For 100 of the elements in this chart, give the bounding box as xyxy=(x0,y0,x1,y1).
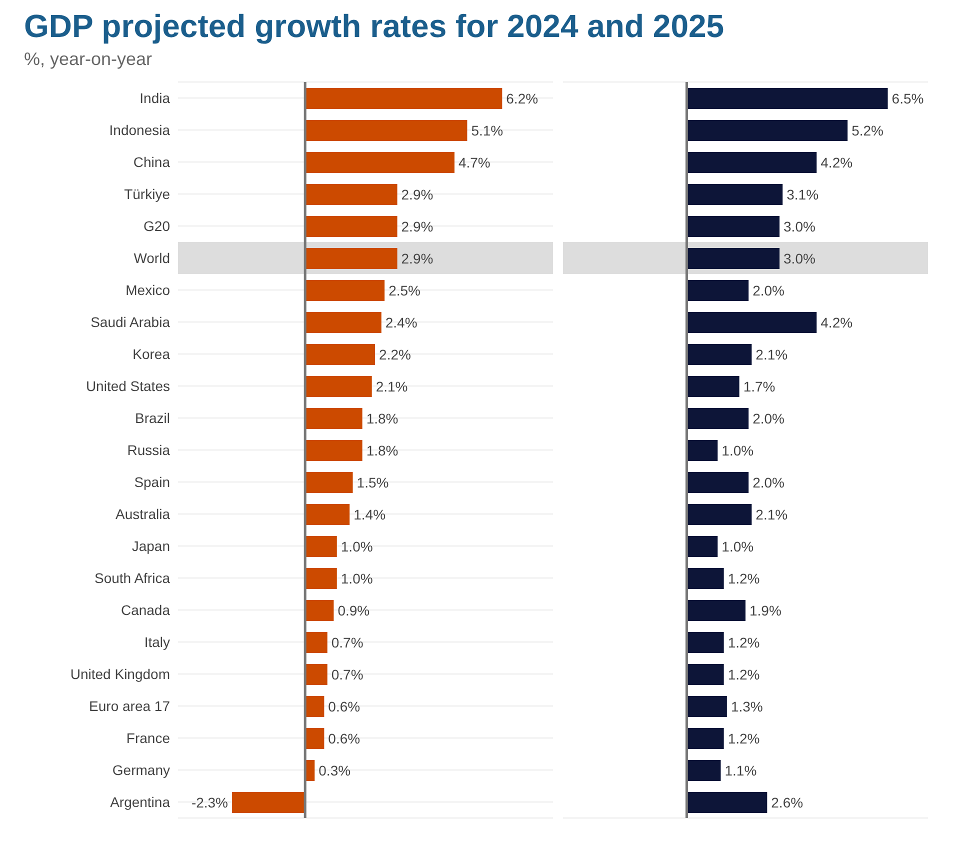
data-label: 1.2% xyxy=(728,570,760,586)
data-label: 2.9% xyxy=(401,250,434,266)
y-tick-label: United Kingdom xyxy=(70,666,170,682)
bar xyxy=(686,472,749,493)
data-label: 1.8% xyxy=(366,442,398,458)
bar xyxy=(686,152,817,173)
y-tick-label: Mexico xyxy=(126,282,170,298)
y-tick-label: Euro area 17 xyxy=(89,698,170,714)
y-tick-label: Argentina xyxy=(110,794,170,810)
data-label: 4.2% xyxy=(820,154,853,170)
data-label: 1.4% xyxy=(354,506,386,522)
chart-subtitle: %, year-on-year xyxy=(24,49,154,70)
data-label: 2.1% xyxy=(376,378,408,394)
data-label: 3.1% xyxy=(786,186,819,202)
bar xyxy=(305,280,385,301)
data-label: 2.4% xyxy=(385,314,418,330)
bar xyxy=(305,728,324,749)
bar xyxy=(305,440,362,461)
bar xyxy=(305,632,328,653)
data-label: 0.7% xyxy=(331,634,364,650)
data-label: 4.2% xyxy=(820,314,853,330)
data-label: 1.0% xyxy=(722,442,754,458)
data-label: 0.3% xyxy=(318,762,351,778)
data-label: 1.5% xyxy=(356,474,389,490)
data-label: 1.7% xyxy=(743,378,776,394)
bar xyxy=(686,600,746,621)
bar xyxy=(305,696,324,717)
data-label: 0.9% xyxy=(338,602,370,618)
bar xyxy=(686,184,783,205)
bar xyxy=(305,184,398,205)
y-tick-label: World xyxy=(134,250,170,266)
y-tick-label: Italy xyxy=(144,634,170,650)
y-tick-label: Türkiye xyxy=(124,186,170,202)
y-tick-label: South Africa xyxy=(94,570,170,586)
data-label: 3.0% xyxy=(784,250,816,266)
bar xyxy=(305,312,382,333)
bar xyxy=(686,792,768,813)
y-tick-label: Japan xyxy=(132,538,170,554)
bar xyxy=(305,120,468,141)
bar xyxy=(232,792,306,813)
bar xyxy=(686,280,749,301)
bar xyxy=(305,568,337,589)
data-label: 1.9% xyxy=(750,602,782,618)
bar xyxy=(305,408,362,429)
bar xyxy=(686,536,718,557)
data-label: 1.2% xyxy=(728,730,760,746)
data-label: 0.6% xyxy=(328,698,360,714)
bar xyxy=(686,408,749,429)
y-tick-label: China xyxy=(133,154,170,170)
bar xyxy=(686,312,817,333)
bar xyxy=(686,344,752,365)
data-label: -2.3% xyxy=(191,794,228,810)
bar xyxy=(305,536,337,557)
data-label: 3.0% xyxy=(784,218,816,234)
data-label: 0.6% xyxy=(328,730,360,746)
bar xyxy=(305,248,398,269)
bar xyxy=(686,632,724,653)
bar xyxy=(305,664,328,685)
data-label: 1.3% xyxy=(730,698,763,714)
bar xyxy=(686,376,740,397)
data-label: 2.0% xyxy=(752,282,785,298)
data-label: 0.7% xyxy=(331,666,364,682)
y-tick-label: Canada xyxy=(120,602,170,618)
bar xyxy=(686,440,718,461)
bar xyxy=(686,728,724,749)
data-label: 6.5% xyxy=(892,90,924,106)
data-label: 2.1% xyxy=(756,506,788,522)
bar xyxy=(686,248,780,269)
data-label: 1.0% xyxy=(340,538,373,554)
bar xyxy=(686,216,780,237)
data-label: 5.1% xyxy=(471,122,504,138)
bar xyxy=(305,600,334,621)
data-label: 2.1% xyxy=(756,346,788,362)
data-label: 1.1% xyxy=(724,762,757,778)
y-tick-label: Germany xyxy=(112,762,170,778)
data-label: 4.7% xyxy=(458,154,490,170)
y-tick-label: Saudi Arabia xyxy=(90,314,170,330)
bar xyxy=(305,472,353,493)
bar xyxy=(686,504,752,525)
data-label: 6.2% xyxy=(506,90,538,106)
bar xyxy=(686,664,724,685)
bar xyxy=(686,120,848,141)
data-label: 2.0% xyxy=(752,410,785,426)
data-label: 2.5% xyxy=(388,282,420,298)
y-tick-label: G20 xyxy=(144,218,170,234)
y-tick-label: Spain xyxy=(134,474,170,490)
y-tick-label: Russia xyxy=(127,442,170,458)
data-label: 1.0% xyxy=(340,570,373,586)
bar xyxy=(305,216,398,237)
data-label: 1.0% xyxy=(722,538,754,554)
chart-title: GDP projected growth rates for 2024 and 2025 xyxy=(24,8,726,45)
data-label: 2.2% xyxy=(379,346,411,362)
y-tick-label: Brazil xyxy=(134,410,170,426)
y-tick-label: Australia xyxy=(116,506,170,522)
data-label: 1.2% xyxy=(728,666,760,682)
y-tick-label: Korea xyxy=(132,346,170,362)
y-tick-label: Indonesia xyxy=(109,122,170,138)
bar xyxy=(305,344,376,365)
bar xyxy=(305,376,372,397)
bar xyxy=(686,760,721,781)
